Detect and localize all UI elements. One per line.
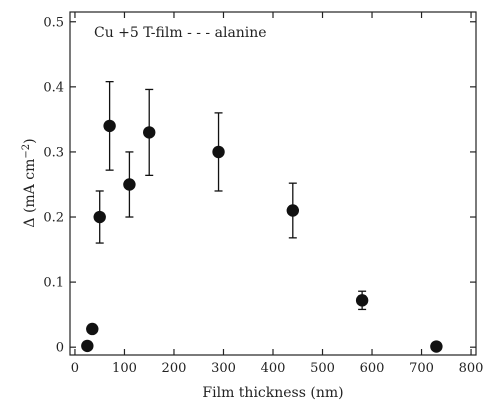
data-point bbox=[93, 210, 106, 224]
y-tick-label: 0.4 bbox=[43, 80, 64, 95]
y-tick-label: 0.5 bbox=[43, 15, 64, 30]
y-tick-label: 0.3 bbox=[43, 145, 64, 160]
data-point bbox=[286, 204, 300, 217]
y-tick-label: 0 bbox=[56, 341, 64, 356]
x-tick-label: 0 bbox=[71, 361, 79, 376]
data-point bbox=[123, 178, 136, 191]
y-axis-label: Δ (mA cm−2) bbox=[21, 138, 39, 227]
chart-annotation: Cu +5 T-film - - - alanine bbox=[94, 25, 267, 41]
y-tick-label: 0.2 bbox=[43, 211, 64, 226]
data-point bbox=[103, 119, 116, 133]
x-tick-label: 700 bbox=[409, 361, 434, 376]
x-tick-label: 200 bbox=[162, 361, 187, 376]
data-point bbox=[81, 339, 94, 353]
x-tick-label: 500 bbox=[310, 361, 335, 376]
x-tick-label: 800 bbox=[459, 361, 484, 376]
x-tick-label: 400 bbox=[261, 361, 286, 376]
data-point bbox=[355, 294, 369, 307]
x-axis-label: Film thickness (nm) bbox=[202, 385, 343, 401]
y-axis-label-close: ) bbox=[22, 138, 38, 143]
y-tick-label: 0.1 bbox=[43, 276, 64, 291]
x-tick-label: 300 bbox=[211, 361, 236, 376]
data-point bbox=[86, 322, 99, 336]
data-point bbox=[143, 126, 156, 139]
x-tick-label: 600 bbox=[360, 361, 385, 376]
data-point bbox=[212, 145, 225, 159]
y-axis-label-sup: −2 bbox=[21, 144, 32, 159]
x-tick-label: 100 bbox=[112, 361, 137, 376]
y-axis-label-main: Δ (mA cm bbox=[22, 159, 38, 228]
data-point bbox=[430, 340, 443, 353]
